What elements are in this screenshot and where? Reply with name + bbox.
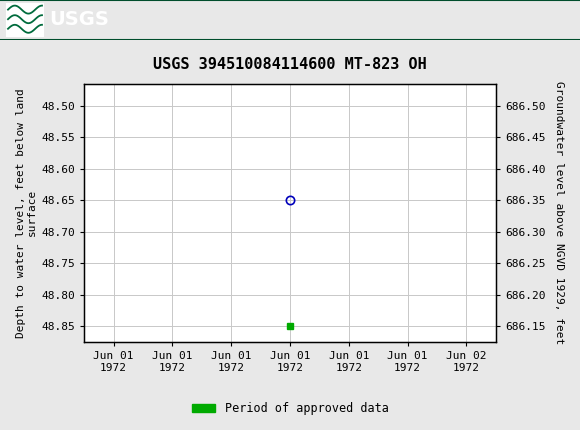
Y-axis label: Groundwater level above NGVD 1929, feet: Groundwater level above NGVD 1929, feet [554,81,564,344]
Bar [6,3,44,37]
Text: USGS: USGS [49,10,109,30]
Text: USGS 394510084114600 MT-823 OH: USGS 394510084114600 MT-823 OH [153,57,427,72]
Legend: Period of approved data: Period of approved data [187,397,393,420]
Y-axis label: Depth to water level, feet below land
surface: Depth to water level, feet below land su… [16,88,37,338]
